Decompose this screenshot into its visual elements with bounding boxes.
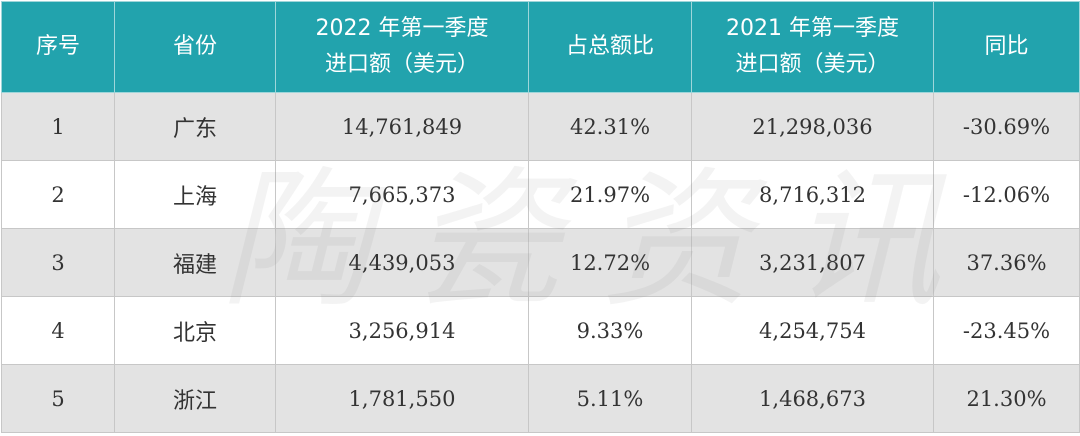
header-import-2022: 2022 年第一季度 进口额（美元） xyxy=(275,1,529,93)
cell-import-2021: 8,716,312 xyxy=(691,160,934,229)
table-row: 3 福建 4,439,053 12.72% 3,231,807 37.36% xyxy=(1,228,1080,297)
cell-import-2021: 3,231,807 xyxy=(691,228,934,297)
header-index: 序号 xyxy=(1,1,115,93)
cell-index: 1 xyxy=(1,92,115,161)
table-row: 1 广东 14,761,849 42.31% 21,298,036 -30.69… xyxy=(1,92,1080,161)
table-row: 2 上海 7,665,373 21.97% 8,716,312 -12.06% xyxy=(1,160,1080,229)
table-row: 5 浙江 1,781,550 5.11% 1,468,673 21.30% xyxy=(1,364,1080,433)
header-share: 占总额比 xyxy=(528,1,692,93)
cell-import-2022: 3,256,914 xyxy=(275,296,529,365)
cell-import-2022: 1,781,550 xyxy=(275,364,529,433)
cell-yoy: -12.06% xyxy=(933,160,1080,229)
cell-import-2022: 4,439,053 xyxy=(275,228,529,297)
header-row: 序号 省份 2022 年第一季度 进口额（美元） 占总额比 2021 年第一季度进… xyxy=(1,1,1080,93)
cell-province: 广东 xyxy=(114,92,276,161)
cell-index: 4 xyxy=(1,296,115,365)
cell-province: 上海 xyxy=(114,160,276,229)
cell-index: 2 xyxy=(1,160,115,229)
cell-import-2021: 21,298,036 xyxy=(691,92,934,161)
cell-import-2022: 7,665,373 xyxy=(275,160,529,229)
cell-share: 9.33% xyxy=(528,296,692,365)
cell-import-2021: 4,254,754 xyxy=(691,296,934,365)
cell-province: 福建 xyxy=(114,228,276,297)
header-yoy: 同比 xyxy=(933,1,1080,93)
cell-share: 42.31% xyxy=(528,92,692,161)
cell-province: 浙江 xyxy=(114,364,276,433)
cell-share: 5.11% xyxy=(528,364,692,433)
header-import-2021: 2021 年第一季度 进口额（美元） xyxy=(691,1,934,93)
header-province: 省份 xyxy=(114,1,276,93)
cell-yoy: -23.45% xyxy=(933,296,1080,365)
cell-share: 21.97% xyxy=(528,160,692,229)
table-row: 4 北京 3,256,914 9.33% 4,254,754 -23.45% xyxy=(1,296,1080,365)
cell-yoy: 37.36% xyxy=(933,228,1080,297)
cell-share: 12.72% xyxy=(528,228,692,297)
cell-import-2022: 14,761,849 xyxy=(275,92,529,161)
cell-province: 北京 xyxy=(114,296,276,365)
cell-yoy: -30.69% xyxy=(933,92,1080,161)
cell-index: 5 xyxy=(1,364,115,433)
cell-yoy: 21.30% xyxy=(933,364,1080,433)
cell-index: 3 xyxy=(1,228,115,297)
cell-import-2021: 1,468,673 xyxy=(691,364,934,433)
